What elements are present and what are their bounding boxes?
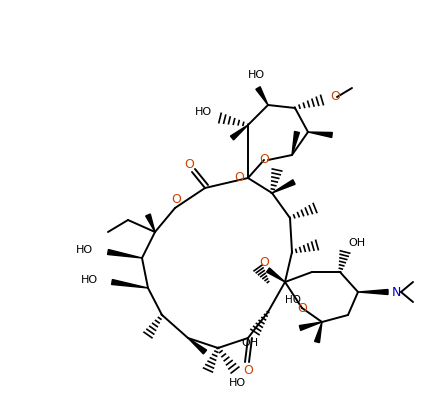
Text: O: O (184, 159, 194, 171)
Text: O: O (243, 363, 253, 376)
Polygon shape (292, 132, 299, 155)
Text: O: O (259, 153, 269, 166)
Text: OH: OH (242, 338, 259, 348)
Text: HO: HO (81, 275, 98, 285)
Text: OH: OH (348, 238, 365, 248)
Polygon shape (267, 268, 285, 282)
Polygon shape (112, 279, 148, 288)
Polygon shape (256, 87, 268, 105)
Text: HO: HO (228, 378, 245, 388)
Text: O: O (259, 256, 269, 268)
Text: HO: HO (76, 245, 93, 255)
Text: O: O (234, 171, 244, 185)
Text: O: O (297, 302, 307, 314)
Polygon shape (188, 338, 207, 354)
Text: HO: HO (285, 295, 301, 305)
Polygon shape (272, 180, 295, 193)
Polygon shape (358, 289, 388, 295)
Text: O: O (171, 194, 181, 206)
Polygon shape (299, 322, 322, 330)
Polygon shape (146, 214, 155, 232)
Text: HO: HO (248, 70, 265, 80)
Text: HO: HO (195, 107, 212, 117)
Polygon shape (314, 322, 322, 343)
Polygon shape (230, 125, 248, 140)
Text: O: O (330, 90, 340, 104)
Text: N: N (392, 286, 401, 298)
Polygon shape (108, 249, 142, 258)
Polygon shape (308, 132, 332, 138)
